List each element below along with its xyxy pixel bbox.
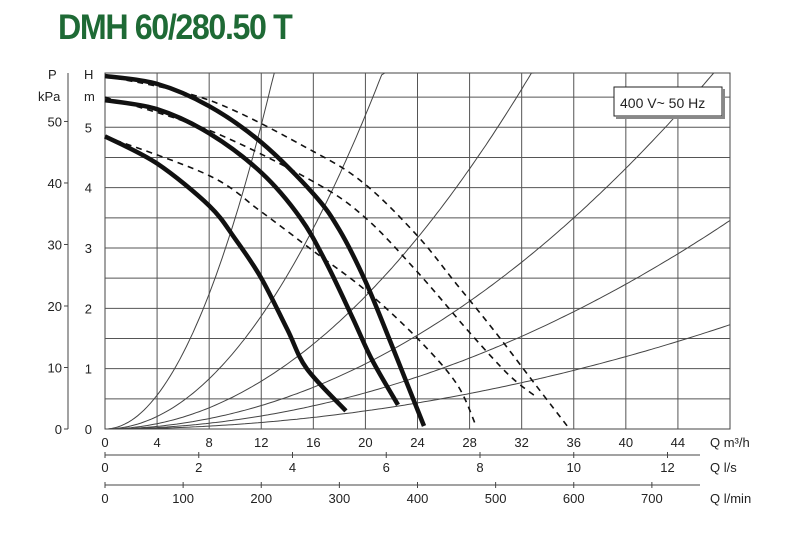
q-m3h-tick-label: 44 bbox=[671, 435, 685, 450]
system-curve bbox=[105, 72, 386, 430]
q-ls-tick-label: 8 bbox=[476, 460, 483, 475]
p-tick-label: 20 bbox=[48, 299, 62, 314]
h-tick-label: 1 bbox=[85, 362, 92, 377]
system-curves bbox=[104, 72, 731, 430]
h-tick-label: 2 bbox=[85, 301, 92, 316]
h-tick-label: 0 bbox=[85, 422, 92, 437]
q-ls-tick-label: 4 bbox=[289, 460, 296, 475]
q-m3h-axis-label: Q m³/h bbox=[710, 435, 750, 450]
q-m3h-tick-label: 0 bbox=[101, 435, 108, 450]
q-ls-axis-label: Q l/s bbox=[710, 460, 737, 475]
p-tick-label: 10 bbox=[48, 360, 62, 375]
q-lmin-tick-label: 400 bbox=[407, 491, 429, 506]
p-tick-label: 50 bbox=[48, 114, 62, 129]
h-axis-label: H bbox=[84, 67, 93, 82]
h-tick-label: 4 bbox=[85, 181, 92, 196]
p-tick-label: 0 bbox=[55, 422, 62, 437]
voltage-label: 400 V~ 50 Hz bbox=[620, 95, 705, 111]
pump-curve-dashed bbox=[104, 96, 536, 397]
system-curve bbox=[105, 324, 731, 430]
q-ls-tick-label: 6 bbox=[383, 460, 390, 475]
q-m3h-tick-label: 12 bbox=[254, 435, 268, 450]
q-ls-tick-label: 0 bbox=[101, 460, 108, 475]
q-m3h-tick-label: 40 bbox=[619, 435, 633, 450]
p-axis-unit: kPa bbox=[38, 89, 61, 104]
q-ls-tick-label: 10 bbox=[567, 460, 581, 475]
system-curve bbox=[105, 72, 535, 430]
q-lmin-tick-label: 200 bbox=[250, 491, 272, 506]
q-lmin-tick-label: 700 bbox=[641, 491, 663, 506]
q-lmin-tick-label: 0 bbox=[101, 491, 108, 506]
q-m3h-tick-label: 16 bbox=[306, 435, 320, 450]
pump-curve-dashed bbox=[104, 75, 568, 427]
pump-curve-dashed bbox=[104, 135, 477, 427]
pump-curve-solid bbox=[103, 134, 348, 413]
q-ls-tick-label: 12 bbox=[660, 460, 674, 475]
pump-curves bbox=[103, 73, 568, 427]
q-ls-tick-label: 2 bbox=[195, 460, 202, 475]
pump-curve-solid bbox=[104, 73, 427, 427]
system-curve bbox=[104, 72, 275, 430]
p-tick-label: 40 bbox=[48, 176, 62, 191]
grid-lines bbox=[104, 72, 731, 430]
voltage-box bbox=[613, 86, 723, 117]
q-m3h-tick-label: 36 bbox=[567, 435, 581, 450]
h-axis-unit: m bbox=[84, 89, 95, 104]
q-lmin-tick-label: 500 bbox=[485, 491, 507, 506]
q-m3h-tick-label: 32 bbox=[514, 435, 528, 450]
q-lmin-tick-label: 300 bbox=[329, 491, 351, 506]
h-tick-label: 5 bbox=[85, 120, 92, 135]
chart-title: DMH 60/280.50 T bbox=[58, 8, 293, 47]
q-m3h-tick-label: 28 bbox=[462, 435, 476, 450]
q-m3h-tick-label: 24 bbox=[410, 435, 424, 450]
system-curve bbox=[105, 72, 715, 430]
q-m3h-tick-label: 8 bbox=[206, 435, 213, 450]
q-lmin-tick-label: 600 bbox=[563, 491, 585, 506]
p-axis-label: P bbox=[48, 67, 57, 82]
p-tick-label: 30 bbox=[48, 237, 62, 252]
h-tick-label: 3 bbox=[85, 241, 92, 256]
q-lmin-tick-label: 100 bbox=[172, 491, 194, 506]
pump-curve-solid bbox=[104, 97, 400, 407]
system-curve bbox=[105, 220, 731, 430]
q-m3h-tick-label: 20 bbox=[358, 435, 372, 450]
q-m3h-tick-label: 4 bbox=[153, 435, 160, 450]
q-lmin-axis-label: Q l/min bbox=[710, 491, 751, 506]
